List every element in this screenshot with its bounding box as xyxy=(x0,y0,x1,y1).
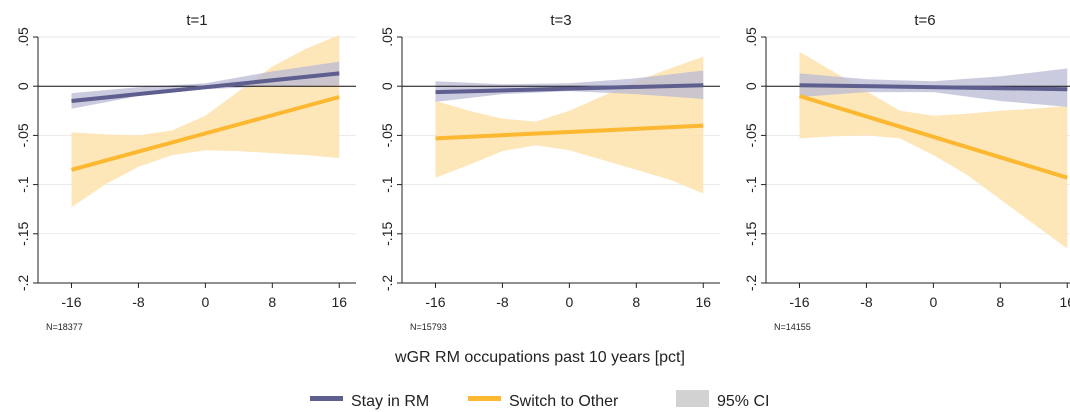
switch-ci-band xyxy=(71,35,340,208)
y-tick-label: -.1 xyxy=(15,176,31,193)
y-tick-label: -.05 xyxy=(379,123,395,147)
y-tick-label: .05 xyxy=(15,27,31,47)
y-tick-label: -.1 xyxy=(743,176,759,193)
x-tick-label: 0 xyxy=(929,294,937,310)
stay-line xyxy=(799,83,1068,92)
x-tick-label: 8 xyxy=(632,294,640,310)
panel-title: t=3 xyxy=(550,12,571,29)
x-tick-label: 0 xyxy=(565,294,573,310)
y-tick-label: 0 xyxy=(743,82,759,90)
x-tick-label: 16 xyxy=(1059,294,1070,310)
stay-line xyxy=(71,71,340,103)
x-tick-label: -8 xyxy=(860,294,873,310)
legend-swatch xyxy=(468,396,501,401)
switch-line xyxy=(435,123,704,141)
legend-swatch xyxy=(676,390,709,407)
x-tick-label: 0 xyxy=(201,294,209,310)
switch-line xyxy=(70,95,340,172)
x-axis-label: wGR RM occupations past 10 years [pct] xyxy=(394,349,685,366)
sample-size-label: N=15793 xyxy=(410,322,447,332)
x-tick-label: -8 xyxy=(132,294,145,310)
legend-item: Switch to Other xyxy=(468,393,619,410)
x-tick-label: -16 xyxy=(789,294,809,310)
panel-2: .05 0 -.05 -.1 -.15 -.2 -16 -8 0 8 16 t=3 N=15793 xyxy=(379,12,720,332)
y-tick-label: 0 xyxy=(379,82,395,90)
x-tick-label: 8 xyxy=(268,294,276,310)
panel-1: .05 0 -.05 -.1 -.15 -.2 -16 -8 0 8 16 t=1 N=18377 xyxy=(15,12,356,332)
x-tick-label: -16 xyxy=(425,294,445,310)
panel-title: t=6 xyxy=(914,12,935,29)
legend-item: Stay in RM xyxy=(310,393,429,410)
panel-title: t=1 xyxy=(186,12,207,29)
sample-size-label: N=18377 xyxy=(46,322,83,332)
y-tick-label: -.2 xyxy=(379,275,395,292)
y-tick-label: -.2 xyxy=(15,275,31,292)
y-tick-label: -.15 xyxy=(743,222,759,246)
legend-item: 95% CI xyxy=(676,390,769,410)
x-tick-label: 16 xyxy=(331,294,347,310)
legend-label: 95% CI xyxy=(717,393,769,410)
legend-label: Stay in RM xyxy=(351,393,429,410)
y-tick-label: -.2 xyxy=(743,275,759,292)
switch-ci-band xyxy=(799,51,1068,249)
y-tick-label: -.15 xyxy=(15,222,31,246)
x-tick-label: 16 xyxy=(695,294,711,310)
y-tick-label: -.05 xyxy=(15,123,31,147)
panels: .050-.05-.1-.15-.2-16 -8 0 8 16t=1N=18377.05… xyxy=(15,12,1070,332)
legend-label: Switch to Other xyxy=(509,393,619,410)
switch-line xyxy=(798,94,1068,180)
legend-swatch xyxy=(310,396,343,401)
y-tick-label: -.1 xyxy=(379,176,395,193)
legend: Stay in RM Switch to Other 95% CI xyxy=(310,390,769,410)
y-tick-label: .05 xyxy=(743,27,759,47)
y-tick-label: -.05 xyxy=(743,123,759,147)
y-tick-label: 0 xyxy=(15,82,31,90)
stay-line xyxy=(435,83,704,95)
x-tick-label: -8 xyxy=(496,294,509,310)
y-tick-label: .05 xyxy=(379,27,395,47)
x-tick-label: -16 xyxy=(61,294,81,310)
x-tick-label: 8 xyxy=(996,294,1004,310)
panel-3: .05 0 -.05 -.1 -.15 -.2 -16 -8 0 8 16 t=6 N=14155 xyxy=(743,12,1070,332)
y-tick-label: -.15 xyxy=(379,222,395,246)
sample-size-label: N=14155 xyxy=(774,322,811,332)
